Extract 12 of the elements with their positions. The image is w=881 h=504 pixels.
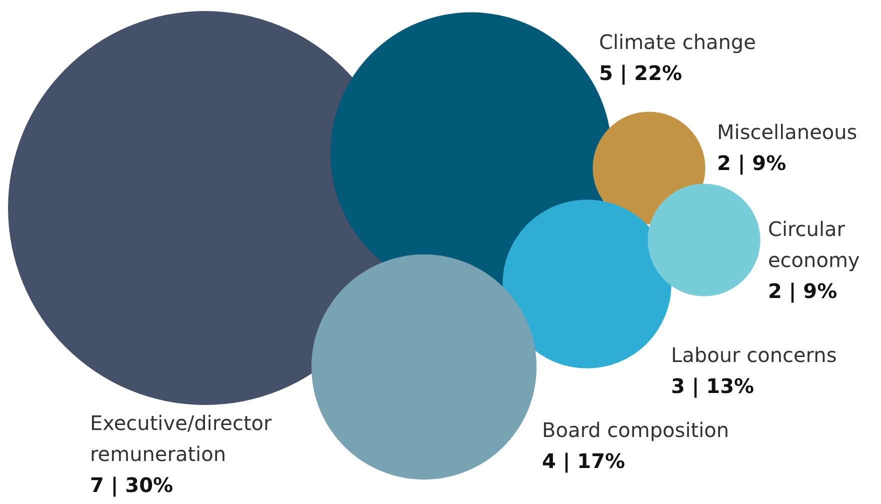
data-label: 7 | 30% bbox=[90, 472, 174, 499]
data-label: 2 | 9% bbox=[768, 278, 838, 305]
category-label: Executive/director remuneration bbox=[90, 410, 273, 468]
category-label: Climate change bbox=[599, 29, 757, 56]
category-label: Miscellaneous bbox=[717, 119, 858, 146]
data-label: 2 | 9% bbox=[717, 150, 788, 177]
data-label: 5 | 22% bbox=[599, 60, 684, 87]
data-label: 4 | 17% bbox=[542, 448, 626, 475]
category-label: Board composition bbox=[542, 417, 730, 444]
category-label: Circular economy bbox=[768, 216, 861, 274]
category-label: Labour concerns bbox=[671, 342, 838, 369]
data-label: 3 | 13% bbox=[671, 373, 756, 400]
